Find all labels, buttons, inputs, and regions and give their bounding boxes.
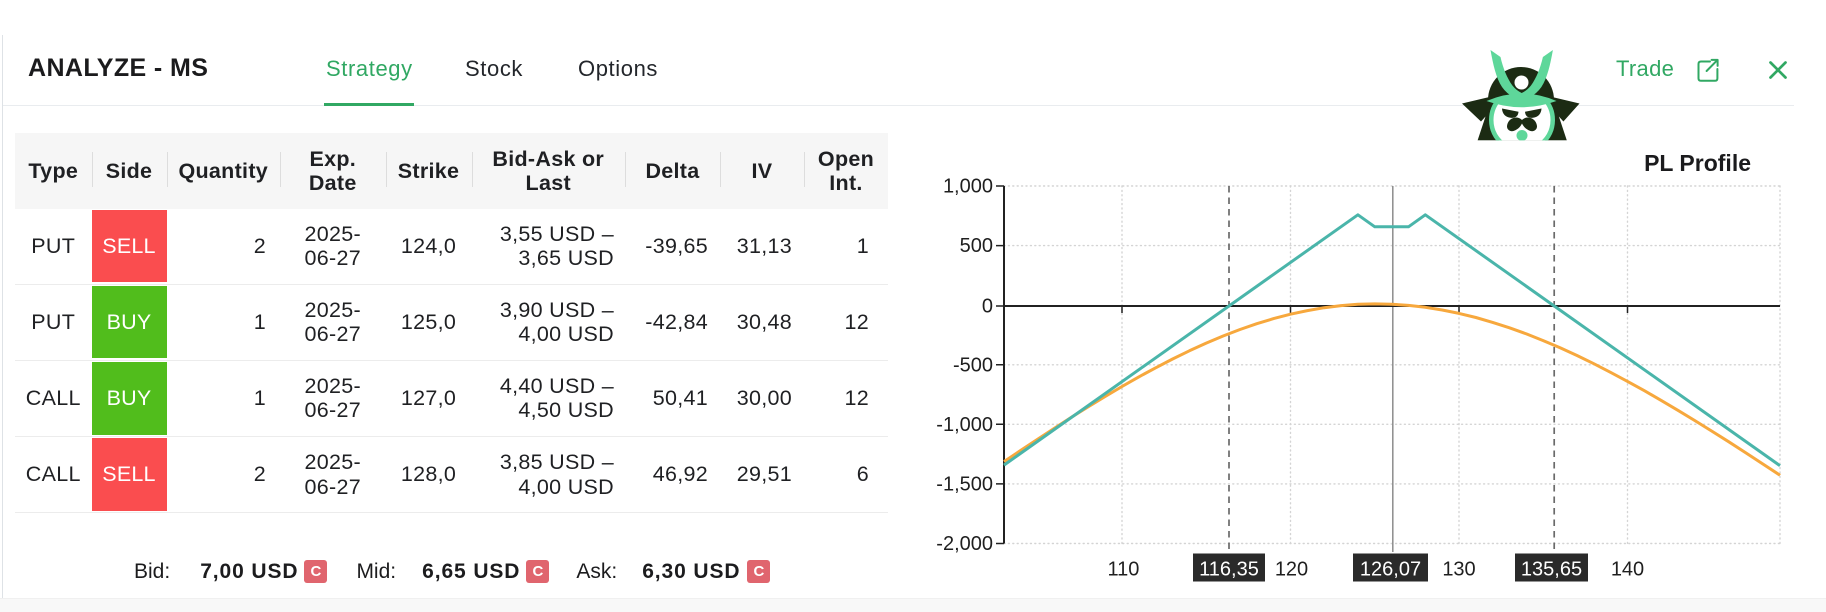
svg-text:-1,000: -1,000	[936, 414, 993, 436]
svg-text:0: 0	[982, 296, 993, 318]
svg-text:PL Profile: PL Profile	[1644, 150, 1751, 176]
svg-text:-2,000: -2,000	[936, 533, 993, 555]
svg-text:-500: -500	[953, 354, 993, 376]
svg-text:1,000: 1,000	[943, 176, 993, 198]
svg-text:126,07: 126,07	[1360, 559, 1421, 581]
svg-text:116,35: 116,35	[1199, 559, 1259, 581]
svg-text:130: 130	[1442, 559, 1475, 581]
svg-text:500: 500	[960, 235, 993, 257]
svg-text:-1,500: -1,500	[936, 473, 993, 495]
svg-text:140: 140	[1611, 559, 1644, 581]
svg-text:120: 120	[1275, 559, 1308, 581]
svg-text:135,65: 135,65	[1521, 559, 1582, 581]
svg-text:110: 110	[1108, 559, 1140, 581]
